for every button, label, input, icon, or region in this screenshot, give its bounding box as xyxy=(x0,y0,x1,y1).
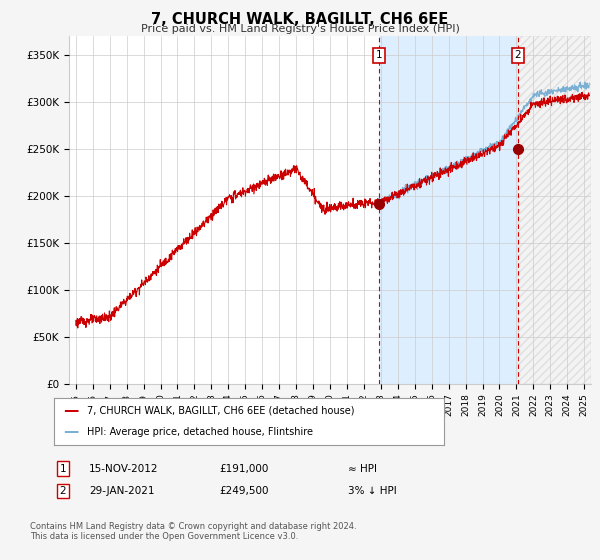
Text: ≈ HPI: ≈ HPI xyxy=(348,464,377,474)
Text: £249,500: £249,500 xyxy=(219,486,269,496)
Text: —: — xyxy=(63,424,79,440)
Text: 1: 1 xyxy=(376,50,382,60)
Bar xyxy=(518,36,591,384)
Text: —: — xyxy=(63,403,79,418)
Text: 15-NOV-2012: 15-NOV-2012 xyxy=(89,464,158,474)
Text: 3% ↓ HPI: 3% ↓ HPI xyxy=(348,486,397,496)
Text: Contains HM Land Registry data © Crown copyright and database right 2024.
This d: Contains HM Land Registry data © Crown c… xyxy=(30,522,356,542)
Text: 7, CHURCH WALK, BAGILLT, CH6 6EE: 7, CHURCH WALK, BAGILLT, CH6 6EE xyxy=(151,12,449,27)
Text: 2: 2 xyxy=(514,50,521,60)
Text: 29-JAN-2021: 29-JAN-2021 xyxy=(89,486,154,496)
Text: HPI: Average price, detached house, Flintshire: HPI: Average price, detached house, Flin… xyxy=(87,427,313,437)
Bar xyxy=(379,36,518,384)
Text: 1: 1 xyxy=(59,464,67,474)
Text: 2: 2 xyxy=(59,486,67,496)
Text: 7, CHURCH WALK, BAGILLT, CH6 6EE (detached house): 7, CHURCH WALK, BAGILLT, CH6 6EE (detach… xyxy=(87,406,355,416)
Text: £191,000: £191,000 xyxy=(219,464,268,474)
Text: Price paid vs. HM Land Registry's House Price Index (HPI): Price paid vs. HM Land Registry's House … xyxy=(140,24,460,34)
